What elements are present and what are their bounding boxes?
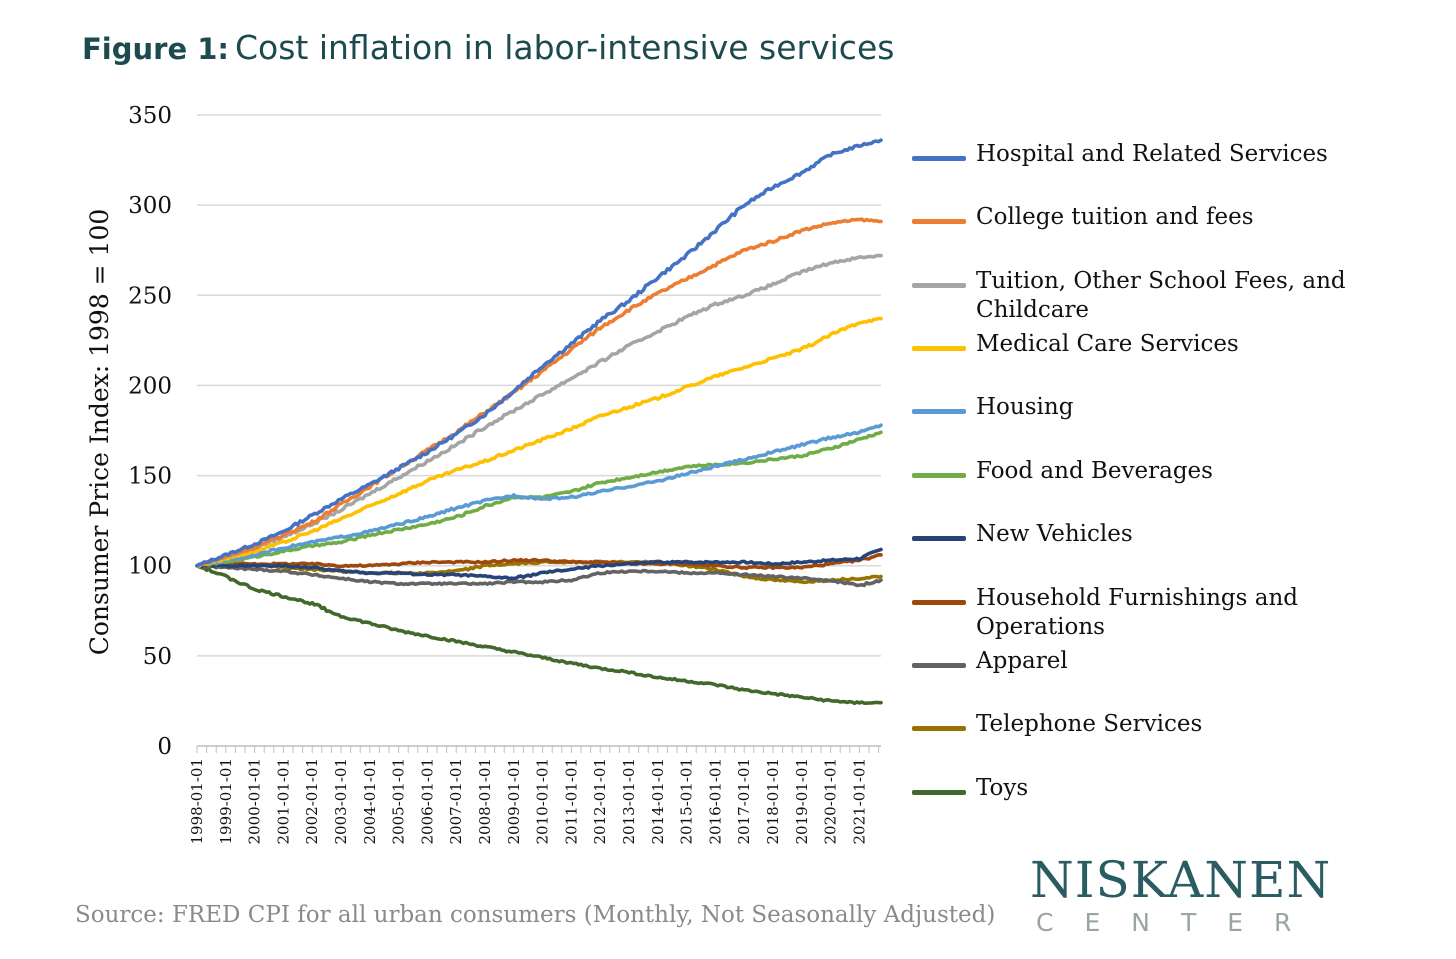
- series-line: [195, 217, 883, 568]
- x-axis: 1998-01-01 1999-01-01 2000-01-01 2001-01-01…: [188, 745, 881, 844]
- logo-name: NISKANEN: [1030, 851, 1332, 909]
- series-line: [195, 423, 883, 568]
- x-tick-label: 1999-01-01: [217, 758, 235, 844]
- legend-label: Household Furnishings and Operations: [976, 585, 1298, 640]
- x-tick-label: 2005-01-01: [390, 758, 408, 844]
- figure-title: Cost inflation in labor-intensive servic…: [235, 28, 895, 67]
- legend-swatch: [912, 283, 966, 288]
- x-tick-label: 2019-01-01: [793, 758, 811, 844]
- series-line: [195, 563, 883, 588]
- y-axis-label: Consumer Price Index: 1998 = 100: [85, 209, 114, 656]
- y-tick-label: 50: [143, 644, 172, 670]
- x-tick-label: 2000-01-01: [246, 758, 264, 844]
- legend-swatch: [912, 726, 966, 731]
- x-tick-label: 2003-01-01: [332, 758, 350, 844]
- legend-swatch: [912, 536, 966, 541]
- legend-label: Housing: [976, 394, 1074, 420]
- legend-swatch: [912, 219, 966, 224]
- y-tick-label: 250: [128, 283, 172, 309]
- x-tick-label: 2014-01-01: [649, 758, 667, 844]
- legend-swatch: [912, 663, 966, 668]
- series-lines: [195, 138, 883, 706]
- y-tick-label: 300: [128, 193, 172, 219]
- series-line: [195, 563, 883, 706]
- legend-label: Toys: [976, 775, 1029, 801]
- x-tick-label: 1998-01-01: [188, 758, 206, 844]
- legend-label: Hospital and Related Services: [976, 141, 1328, 167]
- x-tick-label: 2015-01-01: [678, 758, 696, 844]
- legend-swatch: [912, 790, 966, 795]
- y-tick-label: 200: [128, 373, 172, 399]
- legend-label: Telephone Services: [976, 711, 1203, 737]
- x-tick-label: 2010-01-01: [534, 758, 552, 844]
- gridlines: [197, 114, 881, 657]
- x-tick-label: 2012-01-01: [591, 758, 609, 844]
- series-line: [195, 253, 883, 568]
- legend-label: College tuition and fees: [976, 204, 1254, 230]
- series-line: [195, 138, 883, 568]
- legend-swatch: [912, 600, 966, 605]
- figure-number: Figure 1:: [82, 32, 229, 66]
- legend-label: Apparel: [976, 648, 1068, 674]
- x-tick-label: 2011-01-01: [562, 758, 580, 844]
- y-tick-label: 0: [157, 734, 172, 760]
- y-tick-label: 150: [128, 464, 172, 490]
- x-tick-label: 2004-01-01: [361, 758, 379, 844]
- legend-swatch: [912, 156, 966, 161]
- y-tick-label: 350: [128, 103, 172, 129]
- x-tick-label: 2001-01-01: [274, 758, 292, 844]
- x-tick-label: 2006-01-01: [418, 758, 436, 844]
- x-tick-label: 2013-01-01: [620, 758, 638, 844]
- x-tick-label: 2018-01-01: [764, 758, 782, 844]
- x-tick-label: 2017-01-01: [735, 758, 753, 844]
- x-tick-label: 2021-01-01: [850, 758, 868, 844]
- y-tick-label: 100: [128, 554, 172, 580]
- y-axis-ticks: 0 50 100 150 200 250 300 350: [128, 103, 172, 760]
- x-tick-label: 2002-01-01: [303, 758, 321, 844]
- series-line: [195, 553, 883, 571]
- x-tick-label: 2008-01-01: [476, 758, 494, 844]
- source-note: Source: FRED CPI for all urban consumers…: [75, 902, 996, 928]
- series-line: [195, 547, 883, 581]
- logo-sub: CENTER: [1036, 908, 1323, 937]
- niskanen-logo: NISKANEN CENTER: [1030, 852, 1330, 938]
- x-tick-label: 2020-01-01: [822, 758, 840, 844]
- x-tick-label: 2007-01-01: [447, 758, 465, 844]
- legend-label: Food and Beverages: [976, 458, 1213, 484]
- x-tick-label: 2016-01-01: [706, 758, 724, 844]
- legend-swatch: [912, 409, 966, 414]
- legend-label: Tuition, Other School Fees, and Childcar…: [976, 268, 1346, 323]
- legend-label: New Vehicles: [976, 521, 1133, 547]
- series-line: [195, 316, 883, 568]
- legend-label: Medical Care Services: [976, 331, 1239, 357]
- chart-title: Figure 1: Cost inflation in labor-intensi…: [82, 28, 894, 67]
- legend-swatch: [912, 473, 966, 478]
- x-tick-label: 2009-01-01: [505, 758, 523, 844]
- legend-swatch: [912, 346, 966, 351]
